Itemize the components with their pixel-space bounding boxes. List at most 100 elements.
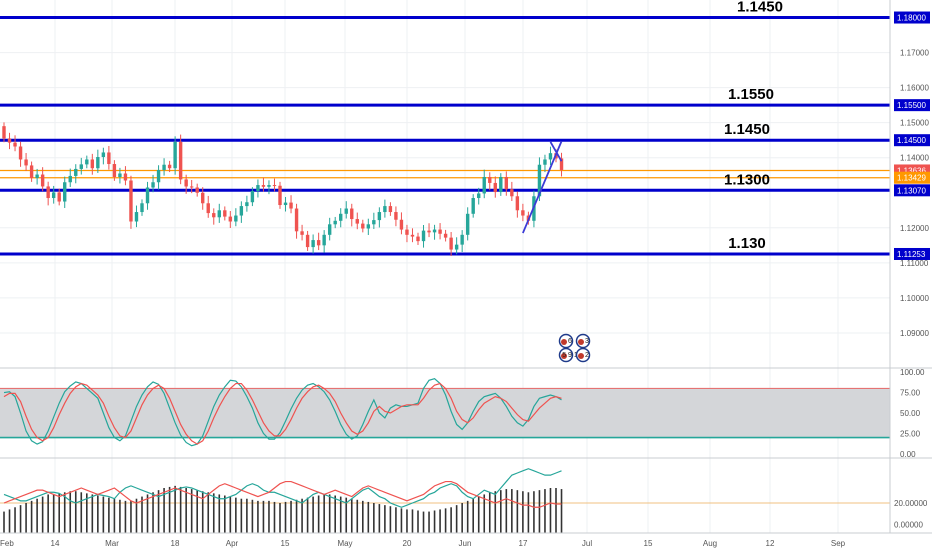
time-tick-label: 14 [51, 539, 60, 548]
candle-body [399, 219, 404, 230]
candle-body [256, 185, 260, 192]
level-label: 1.1300 [724, 171, 770, 188]
candle-body [140, 203, 144, 213]
price-tag-label: 1.13070 [897, 186, 926, 195]
economic-event-icons[interactable]: 6 3 5 9 1 2 [558, 333, 591, 363]
candle-body [40, 174, 45, 187]
event-icon-flag [561, 353, 567, 359]
time-tick-label: Apr [226, 539, 239, 548]
candle-body [101, 152, 106, 158]
candle-body [178, 141, 183, 180]
candle-body [488, 176, 492, 183]
candle-body [559, 158, 564, 170]
candle-body [350, 208, 354, 220]
event-icon-flag [578, 339, 584, 345]
candle-body [85, 159, 89, 165]
candle-body [537, 164, 542, 197]
candle-body [339, 213, 343, 221]
price-tag-label: 1.15500 [897, 101, 926, 110]
candle-body [201, 192, 205, 204]
stochastic-band [0, 388, 890, 438]
candle-body [283, 202, 288, 206]
candle-body [261, 185, 266, 187]
event-icon[interactable]: 5 9 1 [558, 347, 578, 363]
candle-body [289, 202, 293, 209]
candle-body [443, 233, 448, 238]
candle-body [432, 229, 437, 233]
time-tick-label: Jul [582, 539, 592, 548]
level-label: 1.130 [728, 235, 766, 252]
event-icon[interactable]: 3 [575, 333, 591, 349]
stochastic-tick-label: 25.00 [900, 429, 921, 438]
candle-body [327, 224, 332, 235]
candle-body [477, 193, 481, 199]
candle-body [388, 206, 393, 213]
candle-body [57, 192, 61, 202]
candle-body [112, 164, 117, 177]
candle-body [195, 187, 199, 193]
candle-body [212, 213, 216, 218]
price-tick-label: 1.12000 [900, 224, 929, 233]
price-tag-label: 1.14500 [897, 136, 926, 145]
time-tick-label: 15 [281, 539, 290, 548]
price-tick-label: 1.15000 [900, 119, 929, 128]
candle-body [267, 185, 271, 187]
candle-body [438, 229, 442, 234]
level-label: 1.1450 [724, 121, 770, 138]
price-tag-label: 1.11253 [897, 250, 926, 259]
candle-body [278, 185, 282, 206]
candle-body [151, 182, 155, 188]
candle-body [35, 174, 39, 179]
time-tick-label: Jun [459, 539, 472, 548]
time-tick-label: May [337, 539, 352, 548]
level-label: 1.1550 [728, 86, 774, 103]
candle-body [366, 224, 371, 229]
event-icon-label: 3 [585, 338, 589, 345]
candle-body [361, 223, 365, 229]
price-tick-label: 1.17000 [900, 49, 929, 58]
support-resistance-levels [0, 16, 890, 256]
candle-body [471, 198, 475, 214]
candle-body [96, 157, 100, 169]
price-tick-label: 1.11000 [900, 259, 929, 268]
time-tick-label: 17 [519, 539, 528, 548]
candle-body [305, 234, 310, 248]
stochastic-line [3, 377, 562, 447]
candle-body [405, 229, 409, 235]
price-tag-label: 1.13636 [897, 166, 926, 175]
stochastic-line [3, 382, 562, 445]
time-tick-label: 18 [171, 539, 180, 548]
event-icon[interactable]: 6 [558, 333, 574, 349]
event-icon[interactable]: 2 [575, 347, 591, 363]
candle-body [90, 159, 95, 169]
stochastic-pane[interactable] [0, 377, 890, 447]
candle-body [63, 182, 67, 202]
candle-body [234, 215, 238, 222]
candle-body [24, 159, 28, 166]
candle-body [162, 164, 166, 170]
candle-body [377, 212, 382, 221]
candle-body [416, 236, 420, 242]
price-tag [894, 171, 930, 184]
candle-body [217, 210, 221, 218]
trend-line [522, 140, 563, 234]
candle-body [184, 179, 188, 187]
candle-body [316, 240, 321, 246]
price-axis[interactable]: 1.17000 1.16000 1.15000 1.14000 1.12000 1.110… [894, 11, 930, 530]
time-axis[interactable]: Feb 14 Mar 18 Apr 15 May 20 Jun 17 Jul 15 Aug 12 Sep [0, 539, 846, 548]
histogram-line [3, 480, 562, 508]
price-tag [894, 11, 930, 24]
candle-body [355, 219, 359, 224]
histogram-pane[interactable] [0, 468, 890, 533]
candle-body [454, 244, 459, 250]
price-tag-label: 1.13429 [897, 174, 926, 183]
price-tick-label: 1.10000 [900, 294, 929, 303]
level-labels: 1.1450 1.1550 1.1450 1.1300 1.130 [724, 0, 783, 252]
price-tag [894, 134, 930, 147]
price-pane[interactable]: 1.1450 1.1550 1.1450 1.1300 1.130 [0, 0, 890, 257]
candle-body [421, 230, 426, 242]
candle-body [493, 182, 497, 193]
candle-body [145, 187, 150, 204]
candle-body [465, 213, 470, 235]
